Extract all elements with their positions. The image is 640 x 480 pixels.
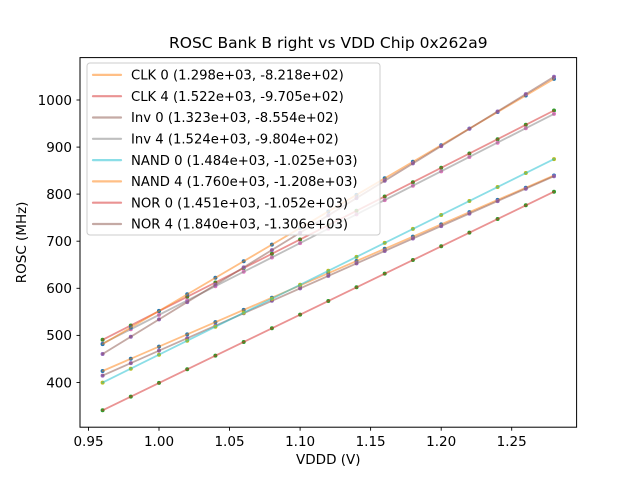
fit-line-clk-0 xyxy=(101,174,555,372)
legend-entry-label-nand-4: NAND 4 (1.760e+03, -1.208e+03) xyxy=(131,175,358,190)
legend-entry-label-inv-0: Inv 0 (1.323e+03, -8.554e+02) xyxy=(131,111,339,126)
y-tick-label: 900 xyxy=(46,140,72,156)
fit-line-inv-0 xyxy=(101,175,555,377)
series-nor-0 xyxy=(100,189,556,413)
legend-entry-label-inv-4: Inv 4 (1.524e+03, -9.804e+02) xyxy=(131,133,339,148)
chart-title: ROSC Bank B right vs VDD Chip 0x262a9 xyxy=(169,34,488,52)
y-tick-label: 400 xyxy=(46,375,72,391)
legend-entry-label-clk-0: CLK 0 (1.298e+03, -8.218e+02) xyxy=(131,69,344,84)
y-axis-label: ROSC (MHz) xyxy=(14,202,30,284)
legend-entry-label-nand-0: NAND 0 (1.484e+03, -1.025e+03) xyxy=(131,154,358,169)
legend-box xyxy=(86,62,381,236)
x-tick-label: 1.20 xyxy=(426,434,456,450)
y-tick-label: 700 xyxy=(46,234,72,250)
legend-entry-label-nor-0: NOR 0 (1.451e+03, -1.052e+03) xyxy=(131,196,348,211)
x-tick-label: 1.05 xyxy=(214,434,244,450)
x-tick-label: 1.10 xyxy=(285,434,315,450)
x-tick-label: 1.15 xyxy=(356,434,386,450)
legend: CLK 0 (1.298e+03, -8.218e+02) CLK 4 (1.52… xyxy=(86,62,381,236)
x-tick-label: 0.95 xyxy=(73,434,103,450)
legend-entry-label-nor-4: NOR 4 (1.840e+03, -1.306e+03) xyxy=(131,218,348,233)
series-nand-0 xyxy=(100,157,556,385)
fit-line-nor-0 xyxy=(101,190,555,412)
y-tick-label: 600 xyxy=(46,281,72,297)
y-tick-label: 800 xyxy=(46,187,72,203)
axes-frame xyxy=(79,57,578,428)
x-axis-label: VDDD (V) xyxy=(296,452,360,468)
legend-entry-label-clk-4: CLK 4 (1.522e+03, -9.705e+02) xyxy=(131,90,344,105)
x-tick-label: 1.25 xyxy=(497,434,527,450)
fit-line-nand-0 xyxy=(101,158,555,384)
x-tick-label: 1.00 xyxy=(144,434,174,450)
y-tick-label: 500 xyxy=(46,328,72,344)
y-tick-label: 1000 xyxy=(38,93,72,109)
